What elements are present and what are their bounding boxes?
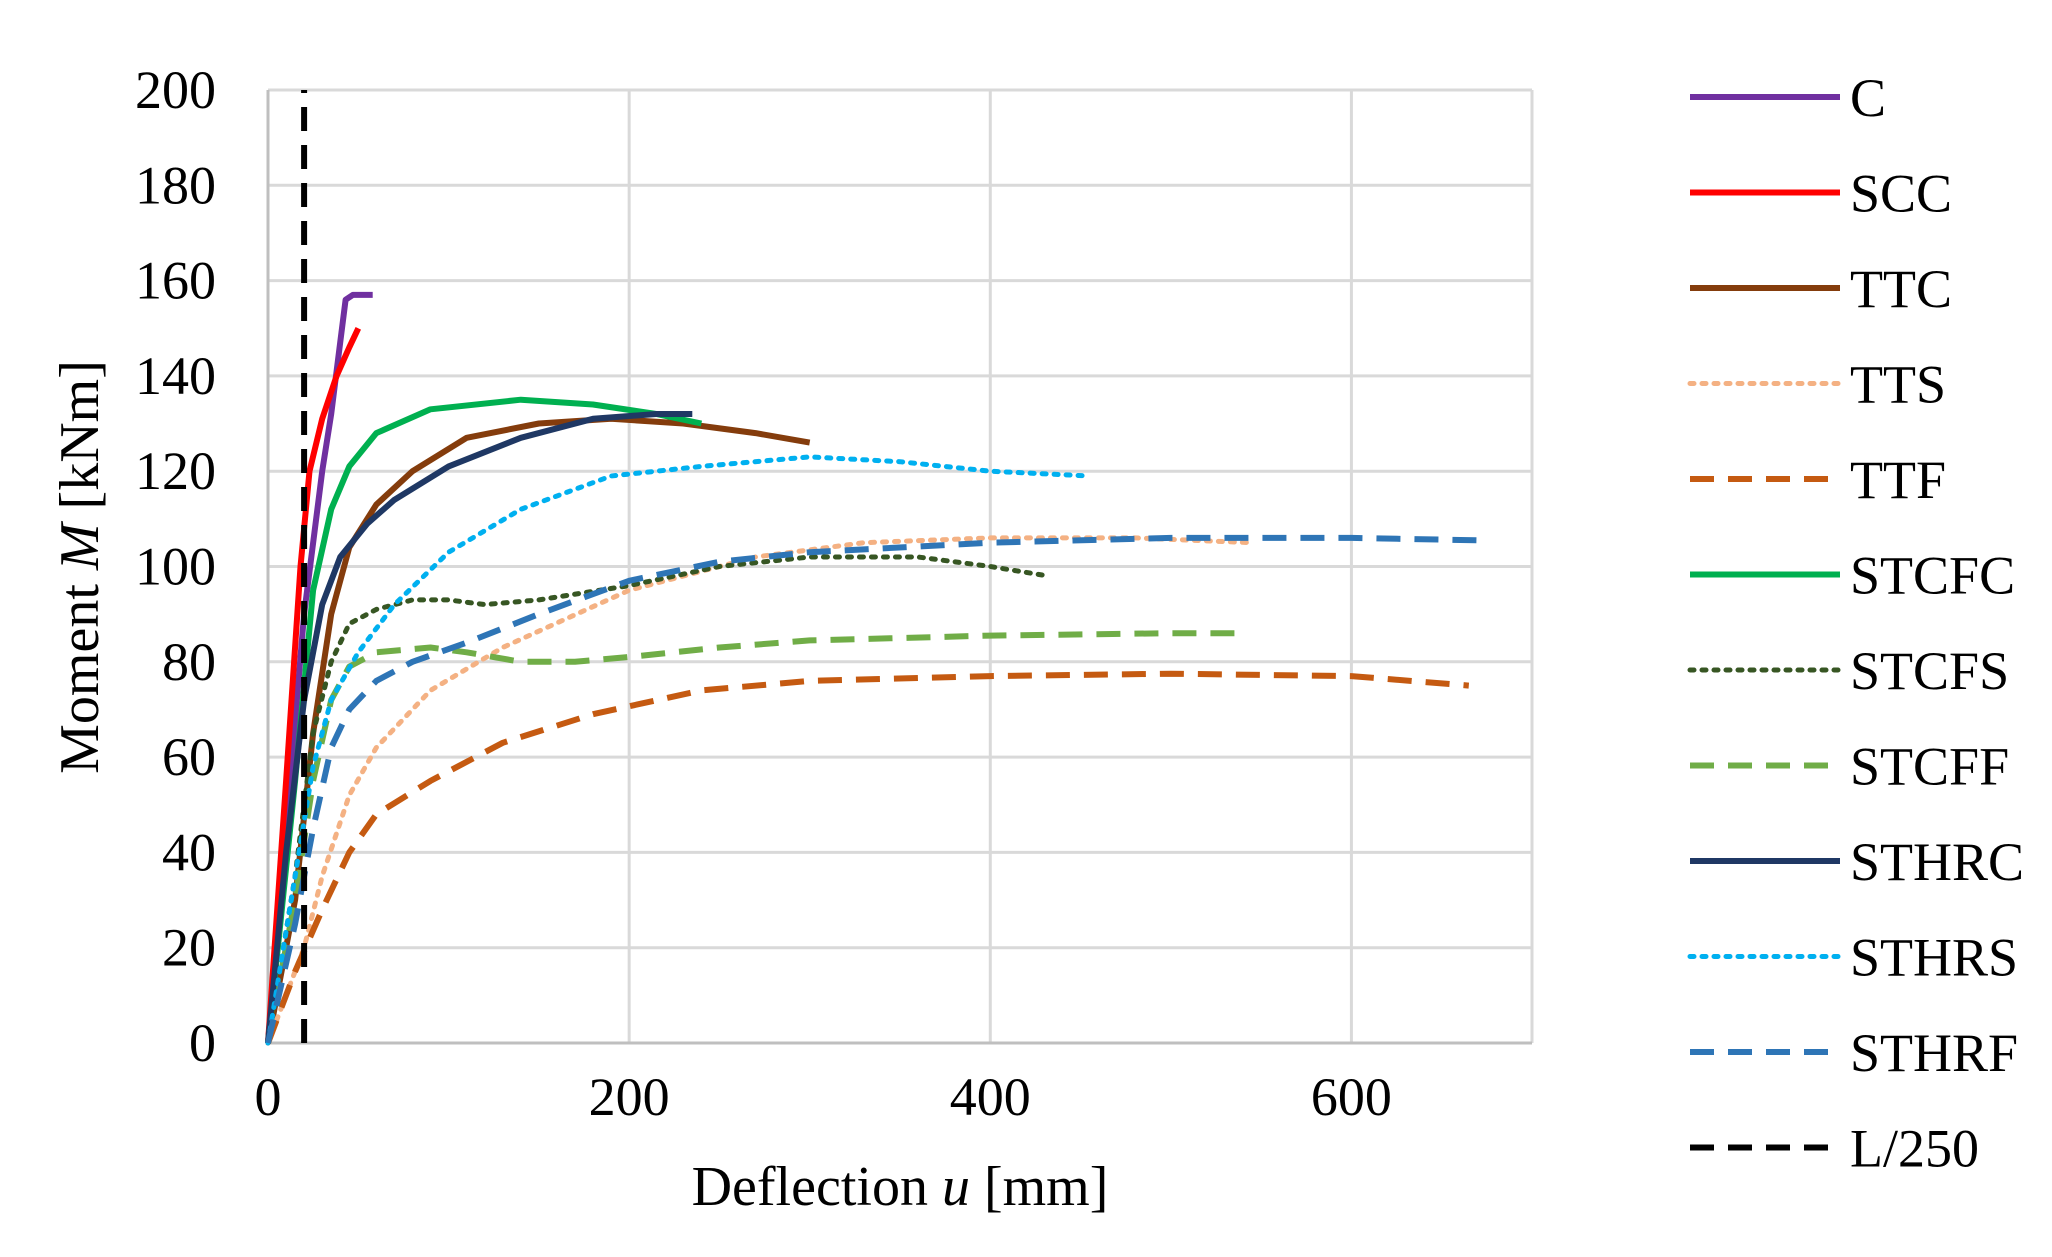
y-tick-label: 120 — [135, 441, 216, 501]
series-line-sthrf — [265, 534, 1478, 1044]
y-axis-title-symbol: M — [49, 520, 111, 571]
series-line-scc — [265, 327, 362, 1044]
x-axis-title: Deflection u [mm] — [692, 1156, 1109, 1218]
x-axis-title-suffix: [mm] — [970, 1156, 1108, 1218]
series-line-sthrs — [265, 454, 1093, 1046]
x-axis-title-symbol: u — [942, 1156, 970, 1218]
series-line-ttf — [265, 670, 1470, 1045]
legend: C SCC TTC TTS TTF STCFC STCFS STCFF STHRC STHRS ST… — [1687, 68, 2024, 1179]
y-tick-label: 180 — [135, 155, 216, 215]
y-axis-title: Moment M [kNm] — [49, 360, 111, 774]
x-tick-label: 0 — [255, 1067, 282, 1127]
legend-label-sthrs: STHRS — [1850, 928, 2018, 988]
y-tick-label: 140 — [135, 346, 216, 406]
series — [265, 90, 1478, 1046]
legend-label-stcfs: STCFS — [1850, 641, 2009, 701]
y-axis-title-suffix: [kNm] — [49, 360, 111, 523]
legend-label-sthrf: STHRF — [1850, 1023, 2018, 1083]
series-line-stcfs — [265, 554, 1051, 1046]
y-axis-title-prefix: Moment — [49, 570, 111, 774]
legend-label-c: C — [1850, 68, 1886, 128]
tick-labels: 0 20 40 60 80 100 120 140 160 180 200 0 200 400 600 — [135, 60, 1392, 1127]
x-tick-label: 400 — [950, 1067, 1031, 1127]
legend-label-stcfc: STCFC — [1850, 546, 2015, 606]
y-tick-label: 80 — [162, 632, 216, 692]
y-tick-label: 40 — [162, 822, 216, 882]
series-line-tts — [265, 535, 1255, 1046]
legend-label-l-250: L/250 — [1850, 1119, 1979, 1179]
y-tick-label: 200 — [135, 60, 216, 120]
legend-label-stcff: STCFF — [1850, 737, 2009, 797]
y-tick-label: 0 — [189, 1013, 216, 1073]
y-tick-label: 20 — [162, 918, 216, 978]
legend-label-tts: TTS — [1850, 355, 1946, 415]
series-line-stcff — [265, 630, 1244, 1044]
axes — [266, 90, 1532, 1045]
legend-label-ttc: TTC — [1850, 259, 1952, 319]
x-tick-label: 200 — [589, 1067, 670, 1127]
grid — [268, 88, 1534, 1045]
x-tick-label: 600 — [1311, 1067, 1392, 1127]
y-tick-label: 100 — [135, 537, 216, 597]
legend-label-scc: SCC — [1850, 164, 1952, 224]
legend-label-sthrc: STHRC — [1850, 832, 2024, 892]
y-tick-label: 160 — [135, 251, 216, 311]
legend-label-ttf: TTF — [1850, 450, 1946, 510]
x-axis-title-prefix: Deflection — [692, 1156, 942, 1218]
y-tick-label: 60 — [162, 727, 216, 787]
